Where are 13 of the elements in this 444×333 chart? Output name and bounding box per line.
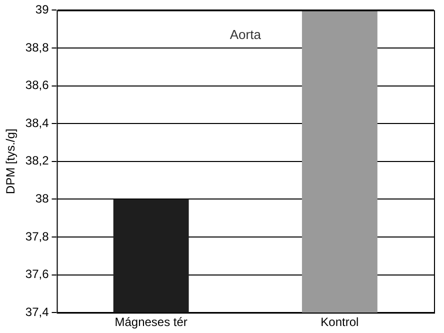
x-tick-label: Kontrol (320, 315, 359, 330)
x-tick-label: Mágneses tér (114, 315, 188, 330)
y-tick-label: 37,8 (25, 229, 50, 244)
y-axis-title: DPM [tys./g] (4, 128, 18, 194)
annotation: Aorta (230, 26, 262, 42)
y-tick-label: 37,4 (25, 304, 50, 319)
y-tick-label: 38,6 (25, 78, 50, 92)
y-tick-label: 37,6 (25, 267, 50, 282)
y-tick-label: 38 (35, 192, 50, 206)
y-tick-label: 38,2 (25, 154, 50, 168)
y-tick-label: 38,8 (25, 40, 50, 54)
y-tick-label: 39 (35, 2, 50, 17)
y-tick-label: 38,4 (25, 116, 50, 130)
